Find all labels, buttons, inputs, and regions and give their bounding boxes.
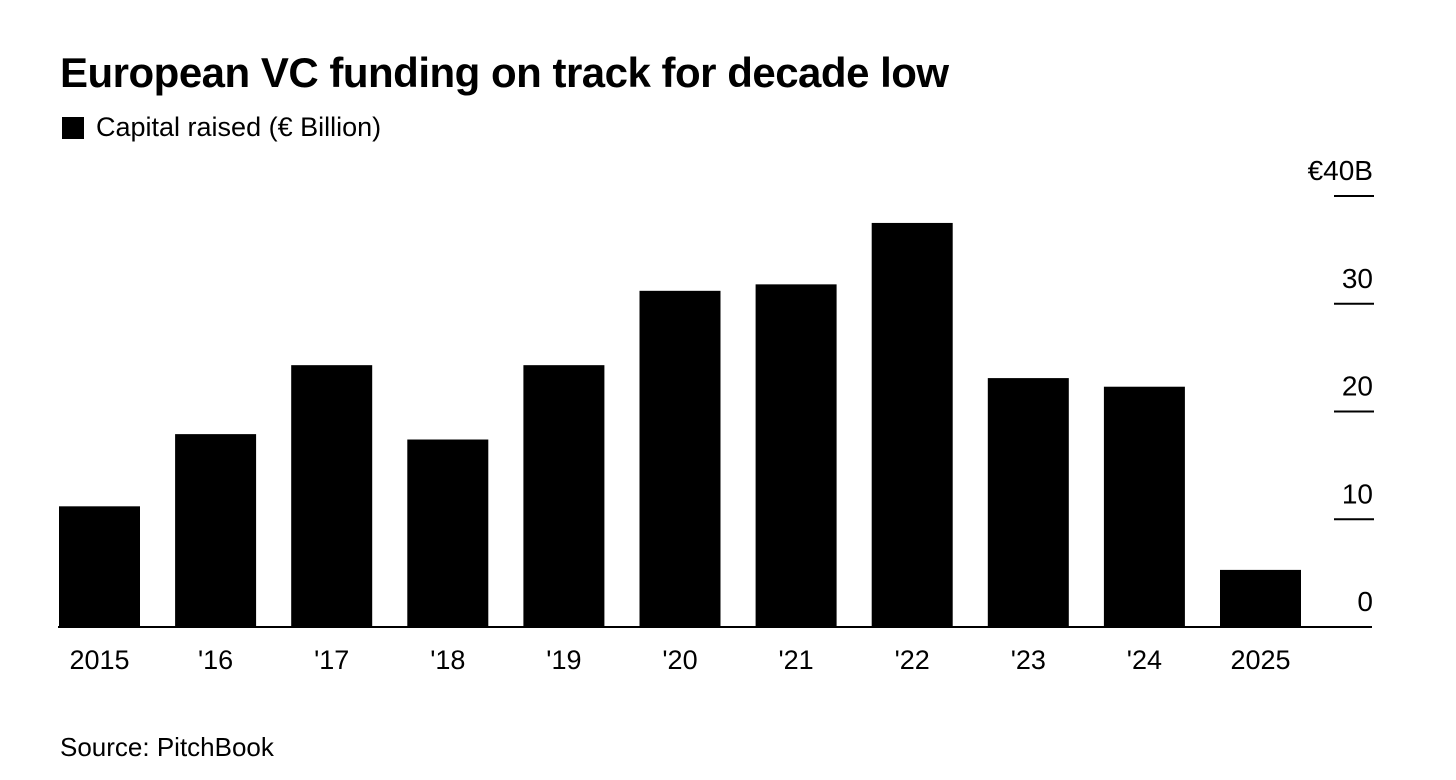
- bar-17: [291, 365, 373, 627]
- bar-2025: [1220, 569, 1301, 627]
- x-tick-label: '22: [895, 645, 930, 675]
- chart-title: European VC funding on track for decade …: [60, 49, 949, 96]
- x-tick-label: '16: [198, 645, 233, 675]
- bar-19: [523, 365, 605, 627]
- bar-16: [175, 434, 257, 627]
- y-tick-label: €40B: [1308, 155, 1373, 186]
- y-tick-label: 0: [1357, 586, 1373, 617]
- bar-2015: [59, 506, 140, 627]
- x-tick-label: 2015: [69, 645, 129, 675]
- x-axis-labels: 2015 '16 '17 '18 '19 '20 '21 '22 '23 '24 2025: [69, 645, 1290, 675]
- bar-20: [639, 290, 721, 627]
- x-tick-label: '19: [546, 645, 581, 675]
- bar-22: [871, 222, 953, 627]
- bar-24: [1103, 386, 1185, 627]
- legend-label: Capital raised (€ Billion): [96, 112, 382, 142]
- y-tick-label: 10: [1342, 478, 1373, 509]
- x-tick-label: '17: [314, 645, 349, 675]
- bar-18: [407, 439, 489, 627]
- y-axis: 0 10 20 30 €40B: [1308, 155, 1374, 617]
- y-tick-label: 30: [1342, 263, 1373, 294]
- y-tick-label: 20: [1342, 371, 1373, 402]
- bar-21: [755, 284, 837, 627]
- bar-23: [987, 378, 1069, 627]
- x-tick-label: '23: [1011, 645, 1046, 675]
- legend: Capital raised (€ Billion): [62, 112, 381, 143]
- x-tick-label: '24: [1127, 645, 1162, 675]
- x-tick-label: '21: [779, 645, 814, 675]
- x-tick-label: '18: [430, 645, 465, 675]
- legend-swatch: [62, 116, 84, 139]
- bars-group: [59, 222, 1301, 627]
- x-tick-label: 2025: [1230, 645, 1290, 675]
- x-tick-label: '20: [662, 645, 697, 675]
- source-note: Source: PitchBook: [60, 732, 274, 762]
